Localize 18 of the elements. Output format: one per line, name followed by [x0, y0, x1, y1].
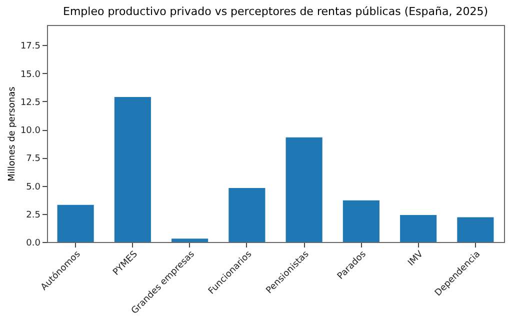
bar — [172, 238, 208, 242]
bar — [286, 137, 322, 242]
bar — [57, 204, 94, 242]
bar — [114, 96, 151, 242]
y-tick-label: 17.5 — [20, 42, 40, 52]
y-tick-label: 5.0 — [26, 182, 41, 192]
y-tick-label: 2.5 — [26, 210, 40, 220]
bar — [228, 188, 266, 242]
bar — [400, 215, 437, 242]
bar — [342, 200, 380, 242]
y-tick-label: 0.0 — [26, 238, 41, 248]
bar — [457, 217, 494, 242]
y-axis-title: Millones de personas — [7, 86, 18, 182]
y-tick-label: 10.0 — [20, 126, 41, 136]
y-tick-label: 7.5 — [26, 154, 40, 164]
y-tick-label: 12.5 — [20, 98, 40, 108]
y-tick-label: 15.0 — [20, 70, 41, 80]
chart-title: Empleo productivo privado vs perceptores de rentas públicas (España, 2025) — [62, 5, 488, 18]
